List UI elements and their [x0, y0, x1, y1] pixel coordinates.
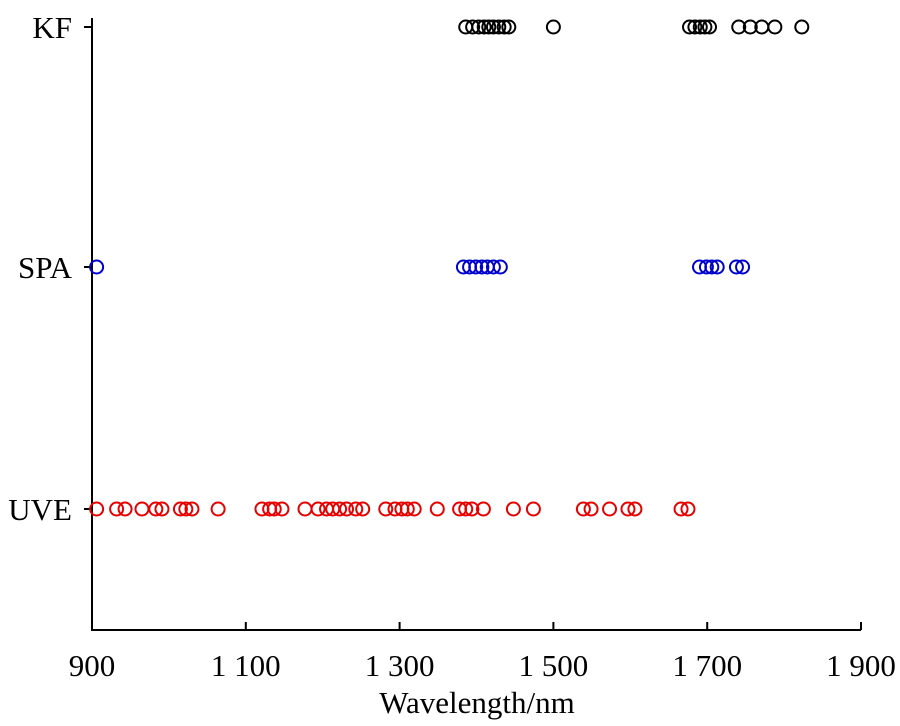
- data-point-spa: [89, 259, 105, 275]
- data-point-uve: [627, 501, 643, 517]
- data-point-kf: [545, 19, 561, 35]
- data-point-spa: [735, 259, 751, 275]
- data-point-uve: [602, 501, 618, 517]
- x-tick-label: 900: [69, 648, 116, 683]
- data-point-spa: [474, 259, 490, 275]
- data-point-kf: [702, 19, 718, 35]
- y-category-label: KF: [32, 10, 72, 45]
- data-point-spa: [492, 259, 508, 275]
- data-point-uve: [620, 501, 636, 517]
- data-point-uve: [583, 501, 599, 517]
- data-point-kf: [742, 19, 758, 35]
- data-point-kf: [471, 19, 487, 35]
- y-ticks: KF SPA UVE: [8, 10, 92, 527]
- data-point-uve: [134, 501, 150, 517]
- data-point-spa: [704, 259, 720, 275]
- data-point-uve: [332, 501, 348, 517]
- data-point-uve: [464, 501, 480, 517]
- x-tick-label: 1 500: [519, 648, 589, 683]
- data-point-kf: [731, 19, 747, 35]
- data-point-uve: [297, 501, 313, 517]
- data-point-kf: [496, 19, 512, 35]
- data-point-kf: [687, 19, 703, 35]
- data-point-uve: [154, 501, 170, 517]
- data-point-uve: [184, 501, 200, 517]
- data-point-kf: [501, 19, 517, 35]
- data-point-spa: [698, 259, 714, 275]
- data-point-uve: [172, 501, 188, 517]
- data-point-uve: [274, 501, 290, 517]
- data-point-uve: [210, 501, 226, 517]
- data-point-spa: [709, 259, 725, 275]
- data-point-kf: [476, 19, 492, 35]
- data-point-kf: [465, 19, 481, 35]
- data-point-uve: [109, 501, 125, 517]
- x-tick-label: 1 100: [211, 648, 281, 683]
- data-point-uve: [348, 501, 364, 517]
- data-point-uve: [505, 501, 521, 517]
- x-tick-label: 1 700: [672, 648, 742, 683]
- data-point-uve: [117, 501, 133, 517]
- data-point-uve: [475, 501, 491, 517]
- data-point-uve: [673, 501, 689, 517]
- data-point-spa: [468, 259, 484, 275]
- x-ticks: 900 1 100 1 300 1 500 1 700 1 900: [69, 622, 896, 683]
- data-point-uve: [575, 501, 591, 517]
- data-point-uve: [148, 501, 164, 517]
- data-point-kf: [485, 19, 501, 35]
- x-tick-label: 1 900: [826, 648, 896, 683]
- data-point-kf: [697, 19, 713, 35]
- data-point-uve: [310, 501, 326, 517]
- data-point-uve: [178, 501, 194, 517]
- data-point-uve: [525, 501, 541, 517]
- data-point-spa: [728, 259, 744, 275]
- data-point-uve: [378, 501, 394, 517]
- data-point-kf: [794, 19, 810, 35]
- data-point-uve: [355, 501, 371, 517]
- data-points: [89, 19, 810, 517]
- x-tick-label: 1 300: [365, 648, 435, 683]
- data-point-uve: [429, 501, 445, 517]
- data-point-kf: [491, 19, 507, 35]
- data-point-uve: [680, 501, 696, 517]
- data-point-spa: [485, 259, 501, 275]
- data-point-uve: [406, 501, 422, 517]
- data-point-uve: [89, 501, 105, 517]
- data-point-kf: [767, 19, 783, 35]
- data-point-uve: [339, 501, 355, 517]
- y-category-label: SPA: [18, 250, 73, 285]
- data-point-kf: [692, 19, 708, 35]
- data-point-uve: [458, 501, 474, 517]
- x-axis-title: Wavelength/nm: [379, 685, 575, 720]
- data-point-uve: [399, 501, 415, 517]
- data-point-kf: [481, 19, 497, 35]
- data-point-uve: [266, 501, 282, 517]
- y-category-label: UVE: [8, 492, 72, 527]
- data-point-kf: [682, 19, 698, 35]
